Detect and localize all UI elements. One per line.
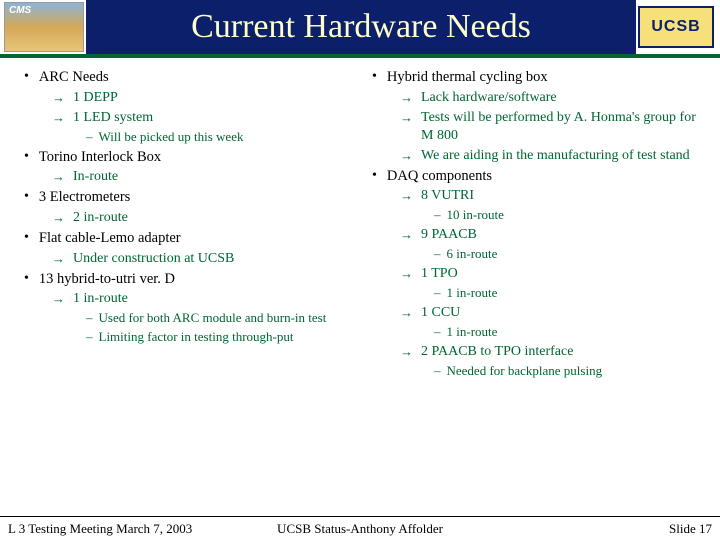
note-item: –Limiting factor in testing through-put [86,329,354,346]
sub-label: Under construction at UCSB [73,250,234,268]
sub-label: 2 in-route [73,209,128,227]
sub-item: →In-route [52,168,354,186]
sub-label: 2 PAACB to TPO interface [421,343,573,361]
item-label: Torino Interlock Box [39,148,161,167]
sub-item: →1 DEPP [52,89,354,107]
sub-item: →9 PAACB [400,226,702,244]
sub-item: →1 in-route [52,290,354,308]
title-bar: Current Hardware Needs UCSB [0,0,720,58]
note-label: Limiting factor in testing through-put [99,329,294,346]
sub-label: 1 TPO [421,265,458,283]
ucsb-logo: UCSB [638,6,714,48]
slide-content: •ARC Needs →1 DEPP →1 LED system –Will b… [0,58,720,381]
sub-item: →2 in-route [52,209,354,227]
sub-item: →Lack hardware/software [400,89,702,107]
sub-label: 1 in-route [73,290,128,308]
sub-item: →1 TPO [400,265,702,283]
note-item: –Will be picked up this week [86,129,354,146]
list-item: •Flat cable-Lemo adapter [18,229,354,248]
sub-item: →1 LED system [52,109,354,127]
note-label: Needed for backplane pulsing [447,363,603,380]
note-item: –1 in-route [434,324,702,341]
slide-footer: L 3 Testing Meeting March 7, 2003 UCSB S… [0,516,720,540]
slide-title: Current Hardware Needs [191,8,531,46]
note-label: Used for both ARC module and burn-in tes… [99,310,327,327]
note-label: 1 in-route [447,324,498,341]
item-label: 3 Electrometers [39,188,130,207]
sub-item: →Under construction at UCSB [52,250,354,268]
list-item: •13 hybrid-to-utri ver. D [18,270,354,289]
note-label: 6 in-route [447,246,498,263]
ucsb-logo-text: UCSB [651,18,700,36]
cms-logo [4,2,84,52]
note-item: –Needed for backplane pulsing [434,363,702,380]
list-item: •Torino Interlock Box [18,148,354,167]
footer-right: Slide 17 [669,521,712,537]
sub-label: In-route [73,168,118,186]
item-label: Flat cable-Lemo adapter [39,229,181,248]
sub-label: 1 LED system [73,109,153,127]
note-item: –Used for both ARC module and burn-in te… [86,310,354,327]
item-label: 13 hybrid-to-utri ver. D [39,270,175,289]
sub-label: 9 PAACB [421,226,477,244]
sub-label: 1 CCU [421,304,460,322]
note-label: Will be picked up this week [99,129,244,146]
footer-left: L 3 Testing Meeting March 7, 2003 [8,521,192,537]
sub-label: 1 DEPP [73,89,118,107]
sub-item: →8 VUTRI [400,187,702,205]
sub-item: →1 CCU [400,304,702,322]
item-label: DAQ components [387,167,492,186]
list-item: •DAQ components [366,167,702,186]
item-label: Hybrid thermal cycling box [387,68,548,87]
sub-item: →We are aiding in the manufacturing of t… [400,147,702,165]
note-label: 1 in-route [447,285,498,302]
sub-label: We are aiding in the manufacturing of te… [421,147,690,165]
left-column: •ARC Needs →1 DEPP →1 LED system –Will b… [12,68,360,381]
sub-label: 8 VUTRI [421,187,474,205]
list-item: •ARC Needs [18,68,354,87]
sub-item: →Tests will be performed by A. Honma's g… [400,109,702,145]
right-column: •Hybrid thermal cycling box →Lack hardwa… [360,68,708,381]
footer-center: UCSB Status-Anthony Affolder [277,521,443,537]
sub-label: Lack hardware/software [421,89,557,107]
item-label: ARC Needs [39,68,109,87]
note-item: –10 in-route [434,207,702,224]
list-item: •3 Electrometers [18,188,354,207]
sub-item: →2 PAACB to TPO interface [400,343,702,361]
title-background: Current Hardware Needs [86,0,636,54]
note-label: 10 in-route [447,207,504,224]
list-item: •Hybrid thermal cycling box [366,68,702,87]
note-item: –1 in-route [434,285,702,302]
sub-label: Tests will be performed by A. Honma's gr… [421,109,702,145]
note-item: –6 in-route [434,246,702,263]
